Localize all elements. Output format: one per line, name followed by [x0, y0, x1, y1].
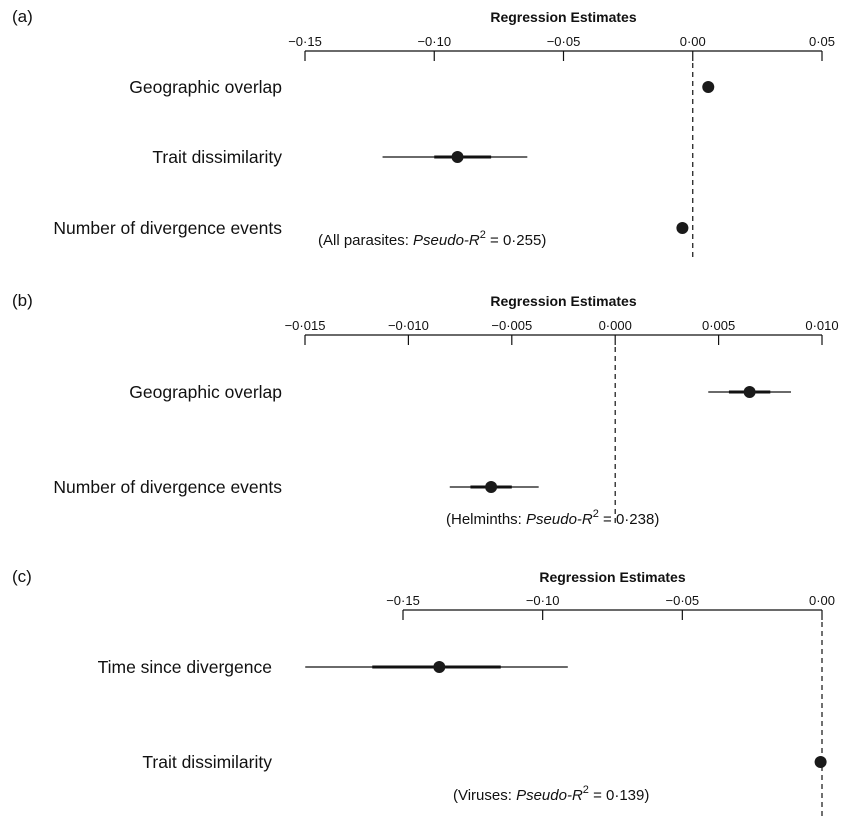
x-tick-label: 0·05: [809, 34, 835, 49]
point-estimate: [676, 222, 689, 234]
panel-c: (c) Regression Estimates −0·15 −0·10 −0·05 0·…: [12, 567, 835, 818]
point-estimate: [702, 81, 715, 93]
pseudo-r2-note: (Helminths: Pseudo-R2 = 0·238): [446, 508, 659, 528]
axis-title: Regression Estimates: [490, 9, 636, 25]
x-tick-label: −0·005: [491, 318, 532, 333]
row-label: Time since divergence: [98, 657, 272, 677]
x-tick-label: −0·010: [388, 318, 429, 333]
point-estimate: [743, 386, 756, 398]
x-tick-label: −0·015: [285, 318, 326, 333]
point-estimate: [814, 756, 827, 768]
row-label: Trait dissimilarity: [152, 147, 282, 167]
x-tick-label: −0·05: [547, 34, 581, 49]
point-estimate: [433, 661, 446, 673]
axis-title: Regression Estimates: [539, 569, 685, 585]
panel-a: (a) Regression Estimates −0·15 −0·10 −0·05 0·…: [12, 7, 835, 260]
panel-label: (a): [12, 7, 33, 26]
x-tick-label: −0·05: [666, 593, 700, 608]
x-tick-label: −0·15: [288, 34, 322, 49]
x-tick-label: −0·10: [526, 593, 560, 608]
x-tick-label: 0·00: [680, 34, 706, 49]
panel-b: (b) Regression Estimates −0·015 −0·010 −0·00…: [12, 291, 839, 528]
pseudo-r2-note: (Viruses: Pseudo-R2 = 0·139): [453, 784, 649, 804]
x-tick-label: −0·15: [386, 593, 420, 608]
pseudo-r2-note: (All parasites: Pseudo-R2 = 0·255): [318, 229, 546, 249]
panel-label: (c): [12, 567, 32, 586]
panel-label: (b): [12, 291, 33, 310]
row-label: Geographic overlap: [129, 382, 282, 402]
x-tick-label: 0·000: [599, 318, 632, 333]
row-label: Geographic overlap: [129, 77, 282, 97]
x-tick-label: 0·005: [702, 318, 735, 333]
row-label: Trait dissimilarity: [142, 752, 272, 772]
point-estimate: [451, 151, 464, 163]
axis-title: Regression Estimates: [490, 293, 636, 309]
row-label: Number of divergence events: [53, 477, 282, 497]
point-estimate: [485, 481, 498, 493]
x-tick-label: −0·10: [417, 34, 451, 49]
row-label: Number of divergence events: [53, 218, 282, 238]
x-tick-label: 0·00: [809, 593, 835, 608]
x-tick-label: 0·010: [805, 318, 838, 333]
